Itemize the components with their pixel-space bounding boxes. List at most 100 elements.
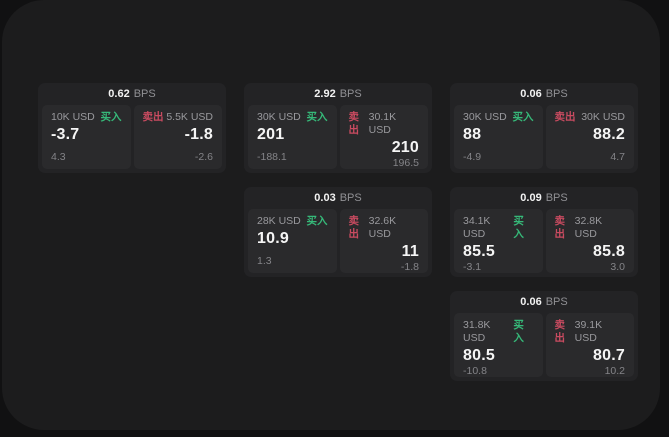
sell-panel[interactable]: 卖出 32.6K USD 11 -1.8: [339, 209, 428, 273]
sell-delta: 4.7: [610, 151, 625, 163]
sell-label: 卖出: [554, 319, 566, 344]
sell-panel-top: 卖出 30K USD: [555, 111, 626, 124]
quote-card[interactable]: 0.06 BPS 30K USD 买入 88 -4.9 卖出 30K USD 8…: [450, 83, 638, 173]
buy-panel[interactable]: 31.8K USD 买入 80.5 -10.8: [454, 313, 543, 377]
buy-price: -3.7: [51, 126, 80, 143]
buy-amount: 31.8K USD: [463, 319, 491, 344]
sell-panel-top: 卖出 32.6K USD: [349, 215, 420, 241]
sell-amount: 32.6K USD: [368, 215, 397, 240]
sell-panel[interactable]: 卖出 39.1K USD 80.7 10.2: [545, 313, 634, 377]
sell-label: 卖出: [348, 111, 360, 136]
bps-unit: BPS: [545, 192, 568, 204]
quote-card[interactable]: 0.62 BPS 10K USD 买入 -3.7 4.3 卖出 5.5K USD…: [38, 83, 226, 173]
buy-amount: 30K USD: [257, 111, 301, 123]
buy-delta: -4.9: [463, 151, 482, 163]
card-header: 0.06 BPS: [454, 291, 634, 313]
buy-amount: 30K USD: [463, 111, 507, 123]
sell-amount: 32.8K USD: [574, 215, 603, 240]
sell-panel[interactable]: 卖出 30K USD 88.2 4.7: [545, 105, 634, 169]
sell-label: 卖出: [554, 215, 566, 240]
buy-panel-top: 10K USD 买入: [51, 111, 122, 124]
quote-card[interactable]: 2.92 BPS 30K USD 买入 201 -188.1 卖出 30.1K …: [244, 83, 432, 173]
bps-value: 0.06: [520, 88, 542, 100]
buy-panel[interactable]: 30K USD 买入 201 -188.1: [248, 105, 337, 169]
sell-amount: 39.1K USD: [574, 319, 603, 344]
panels: 10K USD 买入 -3.7 4.3 卖出 5.5K USD -1.8 -2.…: [42, 105, 222, 169]
buy-label: 买入: [100, 111, 122, 123]
buy-label: 买入: [306, 215, 328, 227]
buy-panel-top: 30K USD 买入: [463, 111, 534, 124]
card-header: 0.03 BPS: [248, 187, 428, 209]
sell-amount: 30.1K USD: [368, 111, 397, 136]
bps-unit: BPS: [339, 88, 362, 100]
sell-delta: -1.8: [400, 261, 419, 273]
bps-value: 0.62: [108, 88, 130, 100]
bps-unit: BPS: [133, 88, 156, 100]
buy-delta: -10.8: [463, 365, 487, 377]
bps-value: 0.03: [314, 192, 336, 204]
buy-price: 85.5: [463, 243, 495, 260]
buy-price: 88: [463, 126, 482, 143]
sell-price: 88.2: [593, 126, 625, 143]
quote-card[interactable]: 0.03 BPS 28K USD 买入 10.9 1.3 卖出 32.6K US…: [244, 187, 432, 277]
card-header: 2.92 BPS: [248, 83, 428, 105]
buy-panel[interactable]: 30K USD 买入 88 -4.9: [454, 105, 543, 169]
quote-grid: 0.62 BPS 10K USD 买入 -3.7 4.3 卖出 5.5K USD…: [38, 83, 638, 381]
sell-panel-top: 卖出 5.5K USD: [143, 111, 214, 124]
buy-panel[interactable]: 28K USD 买入 10.9 1.3: [248, 209, 337, 273]
sell-label: 卖出: [142, 111, 164, 123]
sell-amount: 5.5K USD: [166, 111, 213, 123]
buy-price: 10.9: [257, 230, 289, 247]
sell-price: 85.8: [593, 243, 625, 260]
card-header: 0.09 BPS: [454, 187, 634, 209]
buy-price: 201: [257, 126, 285, 143]
buy-amount: 10K USD: [51, 111, 95, 123]
buy-label: 买入: [306, 111, 328, 123]
buy-panel[interactable]: 10K USD 买入 -3.7 4.3: [42, 105, 131, 169]
panels: 34.1K USD 买入 85.5 -3.1 卖出 32.8K USD 85.8…: [454, 209, 634, 273]
buy-price: 80.5: [463, 347, 495, 364]
panels: 28K USD 买入 10.9 1.3 卖出 32.6K USD 11 -1.8: [248, 209, 428, 273]
buy-panel-top: 28K USD 买入: [257, 215, 328, 228]
quote-card[interactable]: 0.09 BPS 34.1K USD 买入 85.5 -3.1 卖出 32.8K…: [450, 187, 638, 277]
bps-unit: BPS: [339, 192, 362, 204]
sell-panel-top: 卖出 39.1K USD: [555, 319, 626, 345]
bps-unit: BPS: [545, 88, 568, 100]
card-header: 0.06 BPS: [454, 83, 634, 105]
sell-delta: 10.2: [604, 365, 625, 377]
sell-delta: 196.5: [392, 157, 419, 169]
buy-delta: 1.3: [257, 255, 272, 267]
sell-price: 80.7: [593, 347, 625, 364]
bps-value: 0.06: [520, 296, 542, 308]
buy-label: 买入: [513, 215, 524, 240]
buy-panel-top: 30K USD 买入: [257, 111, 328, 124]
buy-panel-top: 31.8K USD 买入: [463, 319, 534, 345]
panels: 30K USD 买入 201 -188.1 卖出 30.1K USD 210 1…: [248, 105, 428, 169]
sell-panel[interactable]: 卖出 30.1K USD 210 196.5: [339, 105, 428, 169]
sell-panel-top: 卖出 32.8K USD: [555, 215, 626, 241]
sell-price: 11: [401, 243, 419, 260]
buy-panel-top: 34.1K USD 买入: [463, 215, 534, 241]
buy-label: 买入: [512, 111, 534, 123]
buy-delta: -3.1: [463, 261, 482, 273]
quote-card[interactable]: 0.06 BPS 31.8K USD 买入 80.5 -10.8 卖出 39.1…: [450, 291, 638, 381]
card-header: 0.62 BPS: [42, 83, 222, 105]
bps-value: 0.09: [520, 192, 542, 204]
sell-label: 卖出: [348, 215, 360, 240]
buy-amount: 28K USD: [257, 215, 301, 227]
sell-label: 卖出: [554, 111, 576, 123]
buy-panel[interactable]: 34.1K USD 买入 85.5 -3.1: [454, 209, 543, 273]
sell-panel[interactable]: 卖出 32.8K USD 85.8 3.0: [545, 209, 634, 273]
buy-delta: 4.3: [51, 151, 66, 163]
buy-amount: 34.1K USD: [463, 215, 491, 240]
buy-delta: -188.1: [257, 151, 287, 163]
buy-label: 买入: [513, 319, 524, 344]
sell-panel[interactable]: 卖出 5.5K USD -1.8 -2.6: [133, 105, 222, 169]
sell-price: -1.8: [184, 126, 213, 143]
sell-panel-top: 卖出 30.1K USD: [349, 111, 420, 137]
bps-unit: BPS: [545, 296, 568, 308]
panels: 31.8K USD 买入 80.5 -10.8 卖出 39.1K USD 80.…: [454, 313, 634, 377]
sell-amount: 30K USD: [581, 111, 625, 123]
sell-delta: -2.6: [194, 151, 213, 163]
bps-value: 2.92: [314, 88, 336, 100]
